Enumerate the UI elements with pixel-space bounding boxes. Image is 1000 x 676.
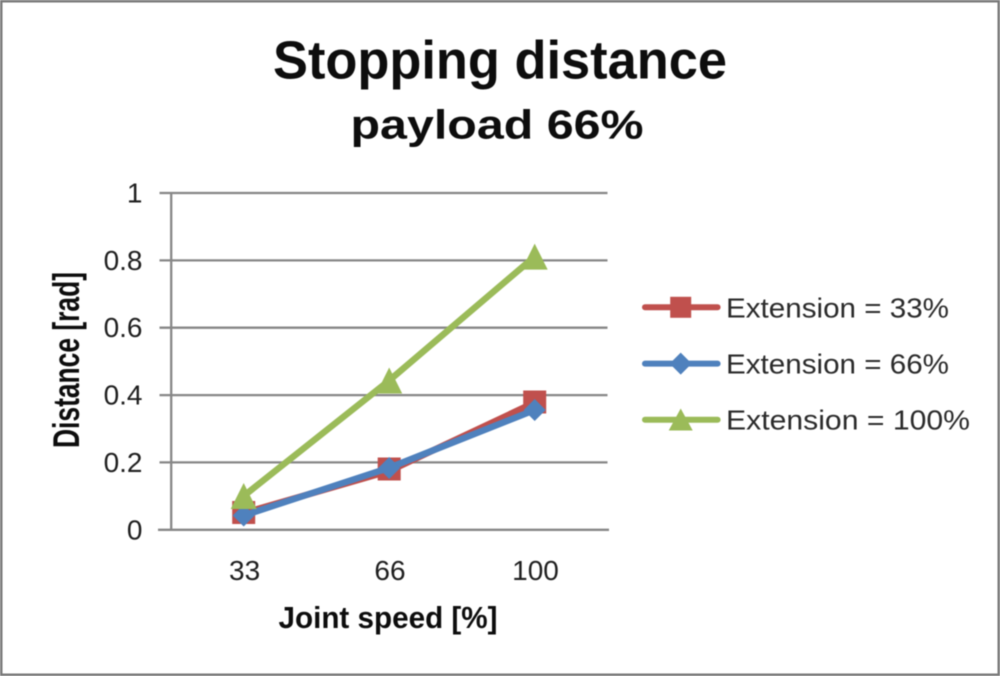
svg-text:Extension = 66%: Extension = 66% (726, 349, 949, 380)
svg-text:Extension = 100%: Extension = 100% (726, 405, 970, 436)
svg-text:Distance [rad]: Distance [rad] (46, 272, 87, 448)
svg-text:Stopping distance: Stopping distance (273, 32, 727, 91)
svg-text:Extension = 33%: Extension = 33% (726, 292, 949, 323)
svg-text:100: 100 (512, 555, 559, 586)
svg-text:0: 0 (127, 514, 143, 545)
svg-text:66: 66 (374, 555, 405, 586)
svg-text:0.2: 0.2 (104, 447, 143, 478)
svg-text:0.6: 0.6 (104, 312, 143, 343)
svg-text:0.8: 0.8 (104, 245, 143, 276)
svg-text:0.4: 0.4 (104, 380, 143, 411)
svg-text:33: 33 (229, 555, 260, 586)
svg-text:payload 66%: payload 66% (351, 102, 644, 148)
svg-text:1: 1 (127, 178, 143, 209)
svg-text:Joint speed [%]: Joint speed [%] (279, 600, 498, 635)
